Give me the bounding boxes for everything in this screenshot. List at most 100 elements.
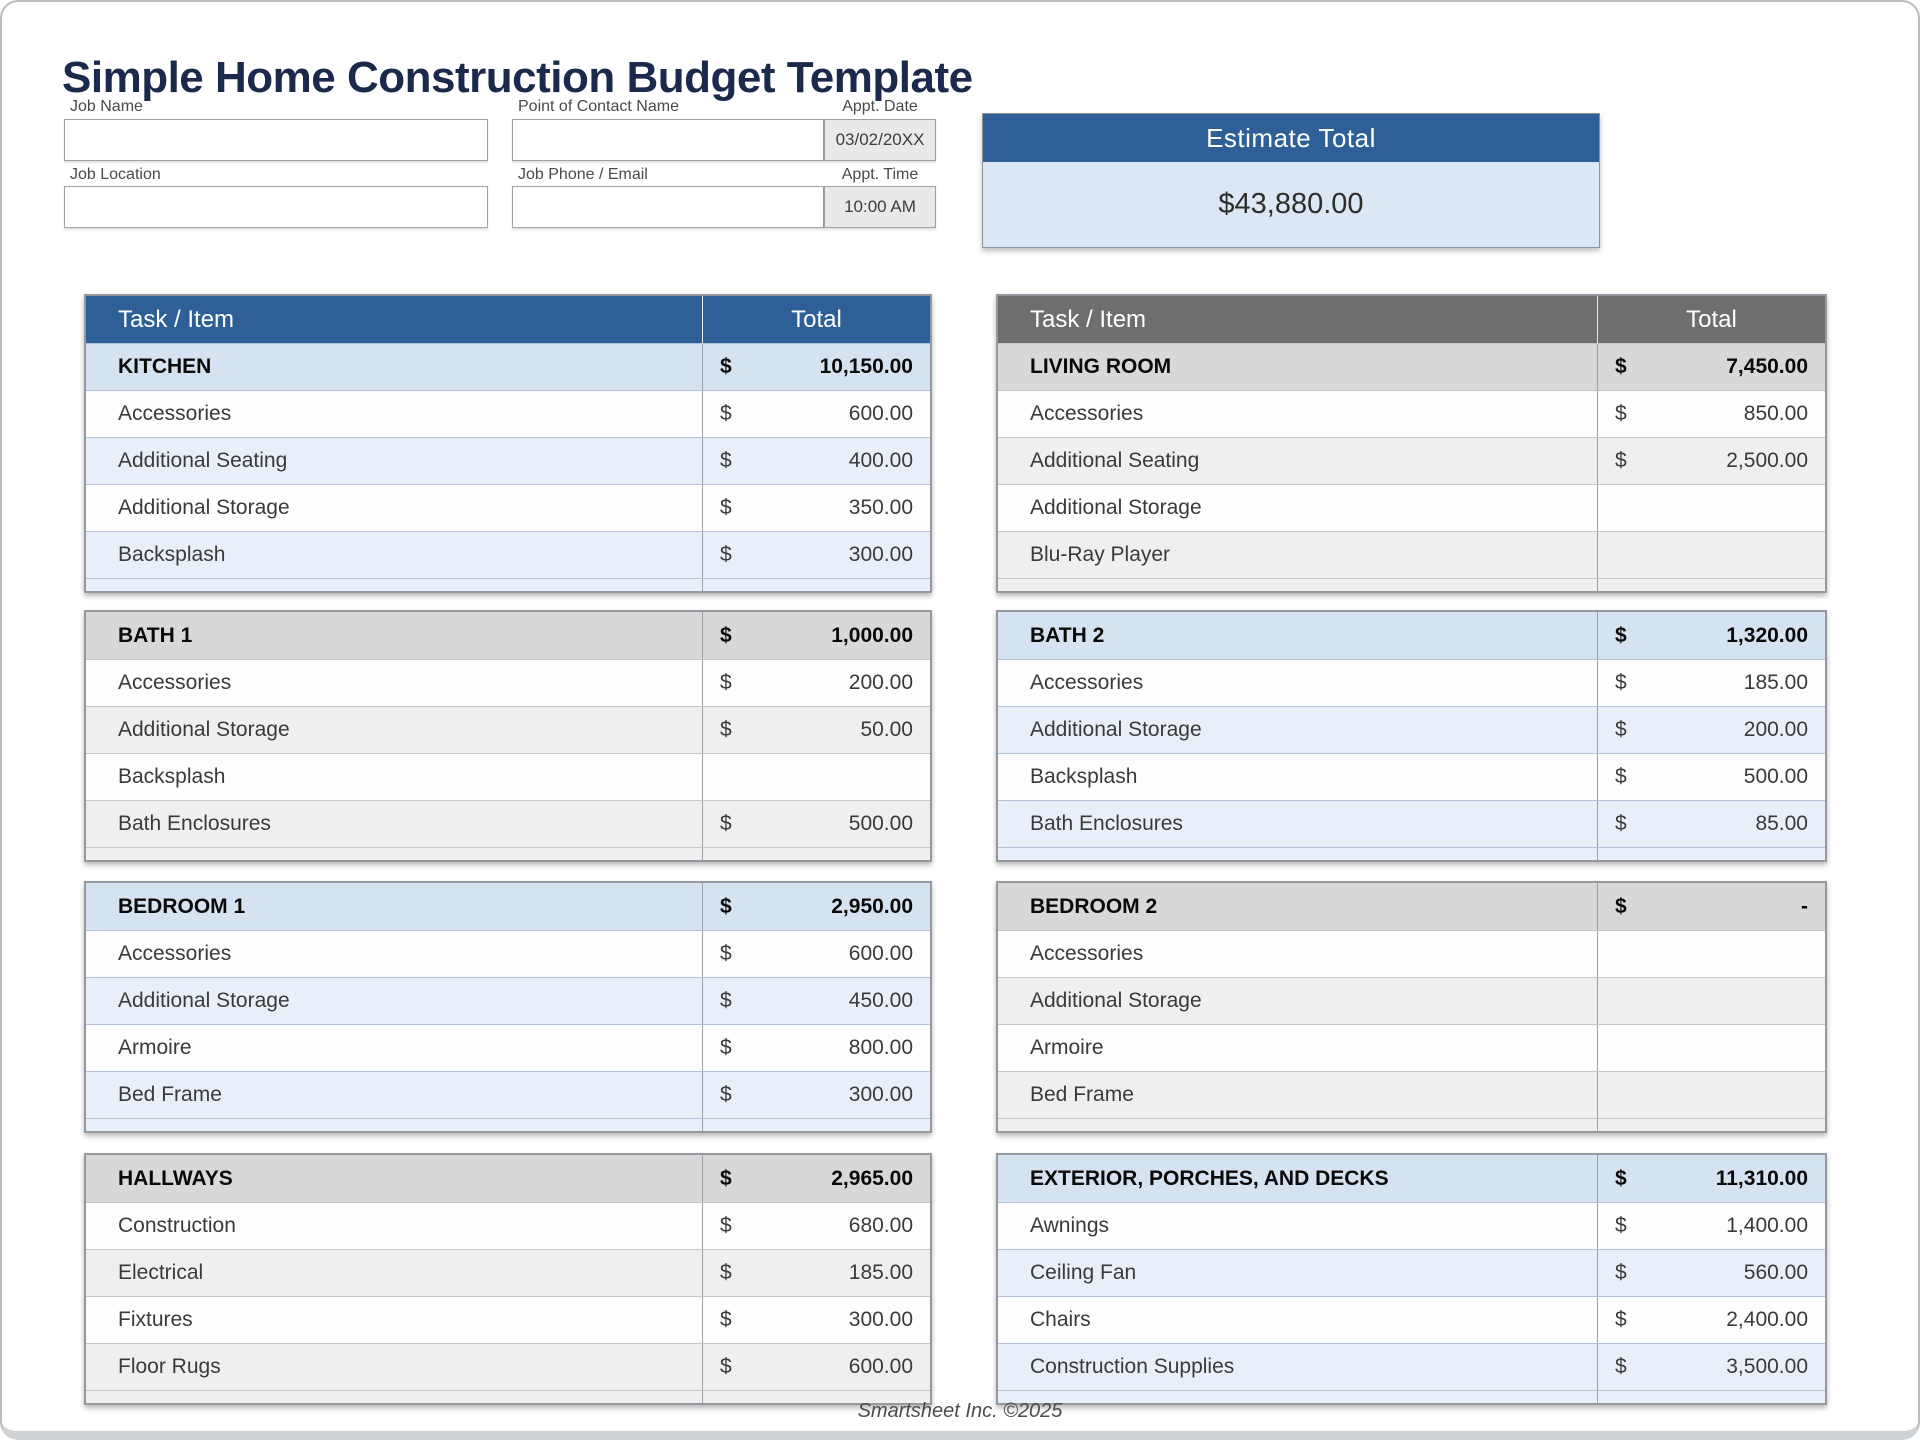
total-amount-cell[interactable]: $185.00: [1597, 660, 1825, 706]
task-item-cell[interactable]: Additional Storage: [118, 989, 290, 1012]
section-name-cell[interactable]: HALLWAYS: [118, 1166, 233, 1190]
total-amount-cell[interactable]: [1597, 485, 1825, 531]
total-amount-cell[interactable]: $200.00: [1597, 707, 1825, 753]
task-item-cell[interactable]: Backsplash: [1030, 765, 1138, 788]
contact-name-input[interactable]: [512, 119, 824, 161]
job-location-input[interactable]: [64, 186, 488, 228]
total-amount-cell[interactable]: $85.00: [1597, 801, 1825, 847]
table-row: Additional Storage $50.00: [86, 706, 930, 753]
footer-credit: Smartsheet Inc. ©2025: [857, 1400, 1063, 1422]
total-amount-cell[interactable]: [1597, 532, 1825, 578]
total-amount-cell[interactable]: [1597, 931, 1825, 977]
total-amount-cell[interactable]: $300.00: [702, 532, 930, 578]
task-item-cell[interactable]: Backsplash: [118, 765, 226, 788]
task-item-cell[interactable]: Bath Enclosures: [1030, 812, 1183, 835]
section-name-cell[interactable]: BATH 1: [118, 623, 193, 647]
task-item-cell[interactable]: Electrical: [118, 1261, 204, 1284]
total-amount-cell[interactable]: $400.00: [702, 438, 930, 484]
task-item-cell[interactable]: Armoire: [118, 1036, 192, 1059]
total-amount-cell[interactable]: $185.00: [702, 1250, 930, 1296]
currency-symbol: $: [720, 671, 732, 694]
task-item-cell[interactable]: Accessories: [118, 942, 232, 965]
task-item-cell[interactable]: Accessories: [1030, 942, 1144, 965]
job-phone-email-input[interactable]: [512, 186, 824, 228]
task-item-cell[interactable]: Armoire: [1030, 1036, 1104, 1059]
task-item-cell[interactable]: Additional Storage: [1030, 496, 1202, 519]
amount-value: 350.00: [848, 496, 913, 519]
currency-symbol: $: [1615, 894, 1627, 918]
total-amount-cell[interactable]: $600.00: [702, 391, 930, 437]
table-row: Accessories $850.00: [998, 390, 1825, 437]
table-living-room: Task / Item Total LIVING ROOM $7,450.00 Acce…: [996, 294, 1827, 593]
task-item-cell[interactable]: Accessories: [1030, 671, 1144, 694]
total-amount-cell[interactable]: [1597, 1072, 1825, 1118]
total-amount-cell[interactable]: $350.00: [702, 485, 930, 531]
section-total-cell[interactable]: $11,310.00: [1597, 1155, 1825, 1202]
task-item-cell[interactable]: Floor Rugs: [118, 1355, 221, 1378]
total-amount-cell[interactable]: $600.00: [702, 931, 930, 977]
section-total-cell[interactable]: $1,000.00: [702, 612, 930, 659]
total-amount-cell[interactable]: $500.00: [702, 801, 930, 847]
estimate-total-value[interactable]: $43,880.00: [983, 162, 1599, 247]
section-row-hallways: HALLWAYS $2,965.00: [86, 1155, 930, 1202]
task-item-cell[interactable]: Additional Seating: [118, 449, 288, 472]
section-total-cell[interactable]: $2,950.00: [702, 883, 930, 930]
task-item-cell[interactable]: Accessories: [118, 402, 232, 425]
task-item-cell[interactable]: Additional Storage: [118, 496, 290, 519]
task-item-cell[interactable]: Additional Storage: [118, 718, 290, 741]
task-item-cell[interactable]: Construction: [118, 1214, 236, 1237]
total-amount-cell[interactable]: $500.00: [1597, 754, 1825, 800]
appt-time-value[interactable]: 10:00 AM: [824, 186, 936, 228]
total-amount-cell[interactable]: $2,400.00: [1597, 1297, 1825, 1343]
section-name-cell[interactable]: LIVING ROOM: [1030, 355, 1172, 378]
total-amount-cell[interactable]: $200.00: [702, 660, 930, 706]
total-amount-cell[interactable]: $300.00: [702, 1072, 930, 1118]
section-total-cell[interactable]: $10,150.00: [702, 344, 930, 390]
task-item-cell[interactable]: Bed Frame: [1030, 1083, 1134, 1106]
currency-symbol: $: [720, 942, 732, 965]
task-item-cell[interactable]: Chairs: [1030, 1308, 1091, 1331]
task-item-cell[interactable]: Backsplash: [118, 543, 226, 566]
section-total-cell[interactable]: $1,320.00: [1597, 612, 1825, 659]
partial-row: [998, 1390, 1825, 1403]
section-name-cell[interactable]: EXTERIOR, PORCHES, AND DECKS: [1030, 1166, 1389, 1190]
task-item-cell[interactable]: Fixtures: [118, 1308, 193, 1331]
total-amount-cell[interactable]: $300.00: [702, 1297, 930, 1343]
task-item-cell[interactable]: Awnings: [1030, 1214, 1109, 1237]
task-item-cell[interactable]: Bath Enclosures: [118, 812, 271, 835]
total-amount-cell[interactable]: $50.00: [702, 707, 930, 753]
total-amount-cell[interactable]: [702, 754, 930, 800]
task-item-cell[interactable]: Additional Seating: [1030, 449, 1200, 472]
currency-symbol: $: [720, 496, 732, 519]
section-name-cell[interactable]: KITCHEN: [118, 355, 212, 378]
section-name-cell[interactable]: BATH 2: [1030, 623, 1105, 647]
task-item-cell[interactable]: Accessories: [1030, 402, 1144, 425]
total-amount-cell[interactable]: $560.00: [1597, 1250, 1825, 1296]
task-item-cell[interactable]: Ceiling Fan: [1030, 1261, 1137, 1284]
section-total-cell[interactable]: $7,450.00: [1597, 344, 1825, 390]
total-amount-cell[interactable]: [1597, 978, 1825, 1024]
total-amount-cell[interactable]: $680.00: [702, 1203, 930, 1249]
total-amount-cell[interactable]: $850.00: [1597, 391, 1825, 437]
appt-date-value[interactable]: 03/02/20XX: [824, 119, 936, 161]
task-item-cell[interactable]: Additional Storage: [1030, 718, 1202, 741]
task-item-cell[interactable]: Bed Frame: [118, 1083, 222, 1106]
section-total-cell[interactable]: $ -: [1597, 883, 1825, 930]
task-item-cell[interactable]: Accessories: [118, 671, 232, 694]
job-name-input[interactable]: [64, 119, 488, 161]
total-amount-cell[interactable]: [1597, 1025, 1825, 1071]
total-amount-cell[interactable]: $600.00: [702, 1344, 930, 1390]
partial-row: [998, 578, 1825, 591]
total-amount-cell[interactable]: $800.00: [702, 1025, 930, 1071]
task-item-cell[interactable]: Blu-Ray Player: [1030, 543, 1171, 566]
total-amount-cell[interactable]: $3,500.00: [1597, 1344, 1825, 1390]
table-column-header-row: Task / Item Total: [86, 296, 930, 343]
total-amount-cell[interactable]: $450.00: [702, 978, 930, 1024]
section-name-cell[interactable]: BEDROOM 2: [1030, 894, 1158, 918]
section-total-cell[interactable]: $2,965.00: [702, 1155, 930, 1202]
section-name-cell[interactable]: BEDROOM 1: [118, 894, 246, 918]
task-item-cell[interactable]: Additional Storage: [1030, 989, 1202, 1012]
total-amount-cell[interactable]: $2,500.00: [1597, 438, 1825, 484]
task-item-cell[interactable]: Construction Supplies: [1030, 1355, 1235, 1378]
total-amount-cell[interactable]: $1,400.00: [1597, 1203, 1825, 1249]
